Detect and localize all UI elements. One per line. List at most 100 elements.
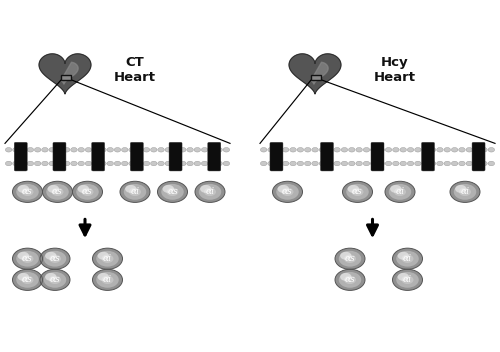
Circle shape (208, 147, 215, 152)
Circle shape (444, 161, 450, 166)
Text: αi: αi (403, 254, 412, 263)
Circle shape (488, 147, 494, 152)
Text: αs: αs (352, 187, 363, 196)
Circle shape (480, 147, 487, 152)
Text: Hcy
Heart: Hcy Heart (374, 56, 416, 84)
Circle shape (52, 188, 64, 196)
Circle shape (96, 251, 119, 267)
Circle shape (107, 161, 114, 166)
Circle shape (158, 161, 164, 166)
Text: αs: αs (50, 275, 60, 284)
Circle shape (49, 254, 61, 263)
Polygon shape (311, 62, 328, 84)
Circle shape (42, 161, 48, 166)
Circle shape (342, 181, 372, 202)
Circle shape (98, 252, 109, 260)
Circle shape (42, 147, 48, 152)
Circle shape (402, 276, 413, 284)
Circle shape (363, 161, 370, 166)
Circle shape (204, 188, 216, 196)
Text: αs: αs (82, 187, 93, 196)
Circle shape (422, 147, 428, 152)
FancyBboxPatch shape (92, 142, 104, 171)
Circle shape (165, 161, 172, 166)
Circle shape (44, 251, 66, 267)
Circle shape (208, 161, 215, 166)
FancyBboxPatch shape (208, 142, 221, 171)
Circle shape (18, 273, 29, 281)
Circle shape (78, 185, 89, 193)
Circle shape (46, 184, 69, 200)
Circle shape (297, 161, 304, 166)
Circle shape (180, 161, 186, 166)
Circle shape (70, 147, 77, 152)
Polygon shape (289, 54, 341, 94)
Circle shape (166, 188, 178, 196)
Text: αs: αs (344, 254, 356, 263)
Circle shape (392, 269, 422, 290)
Circle shape (34, 147, 41, 152)
Circle shape (402, 254, 413, 263)
Circle shape (202, 161, 208, 166)
Circle shape (348, 161, 355, 166)
Circle shape (436, 161, 443, 166)
Circle shape (326, 147, 333, 152)
Circle shape (49, 276, 61, 284)
Text: CT
Heart: CT Heart (114, 56, 156, 84)
Circle shape (275, 147, 281, 152)
Circle shape (129, 188, 141, 196)
Circle shape (444, 147, 450, 152)
Circle shape (20, 161, 26, 166)
Circle shape (172, 161, 179, 166)
Circle shape (352, 188, 364, 196)
Circle shape (334, 161, 340, 166)
Circle shape (92, 161, 99, 166)
Circle shape (260, 161, 267, 166)
Circle shape (136, 147, 142, 152)
Circle shape (76, 184, 99, 200)
Circle shape (27, 147, 34, 152)
Circle shape (194, 161, 200, 166)
Circle shape (49, 161, 56, 166)
Circle shape (124, 184, 146, 200)
Circle shape (129, 147, 136, 152)
Circle shape (398, 252, 409, 260)
Circle shape (70, 161, 77, 166)
Circle shape (452, 147, 458, 152)
Circle shape (200, 185, 211, 193)
Circle shape (56, 147, 62, 152)
Circle shape (389, 184, 411, 200)
Circle shape (340, 252, 351, 260)
Circle shape (260, 147, 267, 152)
Circle shape (452, 161, 458, 166)
Circle shape (40, 248, 70, 269)
Circle shape (216, 161, 222, 166)
Circle shape (396, 272, 419, 288)
Text: αs: αs (167, 187, 178, 196)
Polygon shape (61, 62, 78, 84)
Text: αi: αi (403, 275, 412, 284)
Circle shape (348, 185, 359, 193)
Circle shape (436, 147, 443, 152)
Text: αs: αs (22, 275, 33, 284)
Circle shape (396, 251, 419, 267)
Circle shape (275, 161, 281, 166)
Circle shape (290, 147, 296, 152)
Circle shape (335, 269, 365, 290)
Circle shape (44, 272, 66, 288)
Circle shape (304, 147, 311, 152)
Circle shape (158, 181, 188, 202)
Circle shape (100, 161, 106, 166)
Circle shape (363, 147, 370, 152)
Circle shape (458, 147, 465, 152)
Circle shape (12, 181, 42, 202)
Circle shape (278, 185, 289, 193)
Circle shape (42, 181, 72, 202)
Circle shape (194, 147, 200, 152)
Circle shape (488, 161, 494, 166)
Circle shape (85, 147, 91, 152)
Circle shape (312, 147, 318, 152)
Circle shape (122, 147, 128, 152)
Circle shape (319, 147, 326, 152)
Circle shape (92, 147, 99, 152)
